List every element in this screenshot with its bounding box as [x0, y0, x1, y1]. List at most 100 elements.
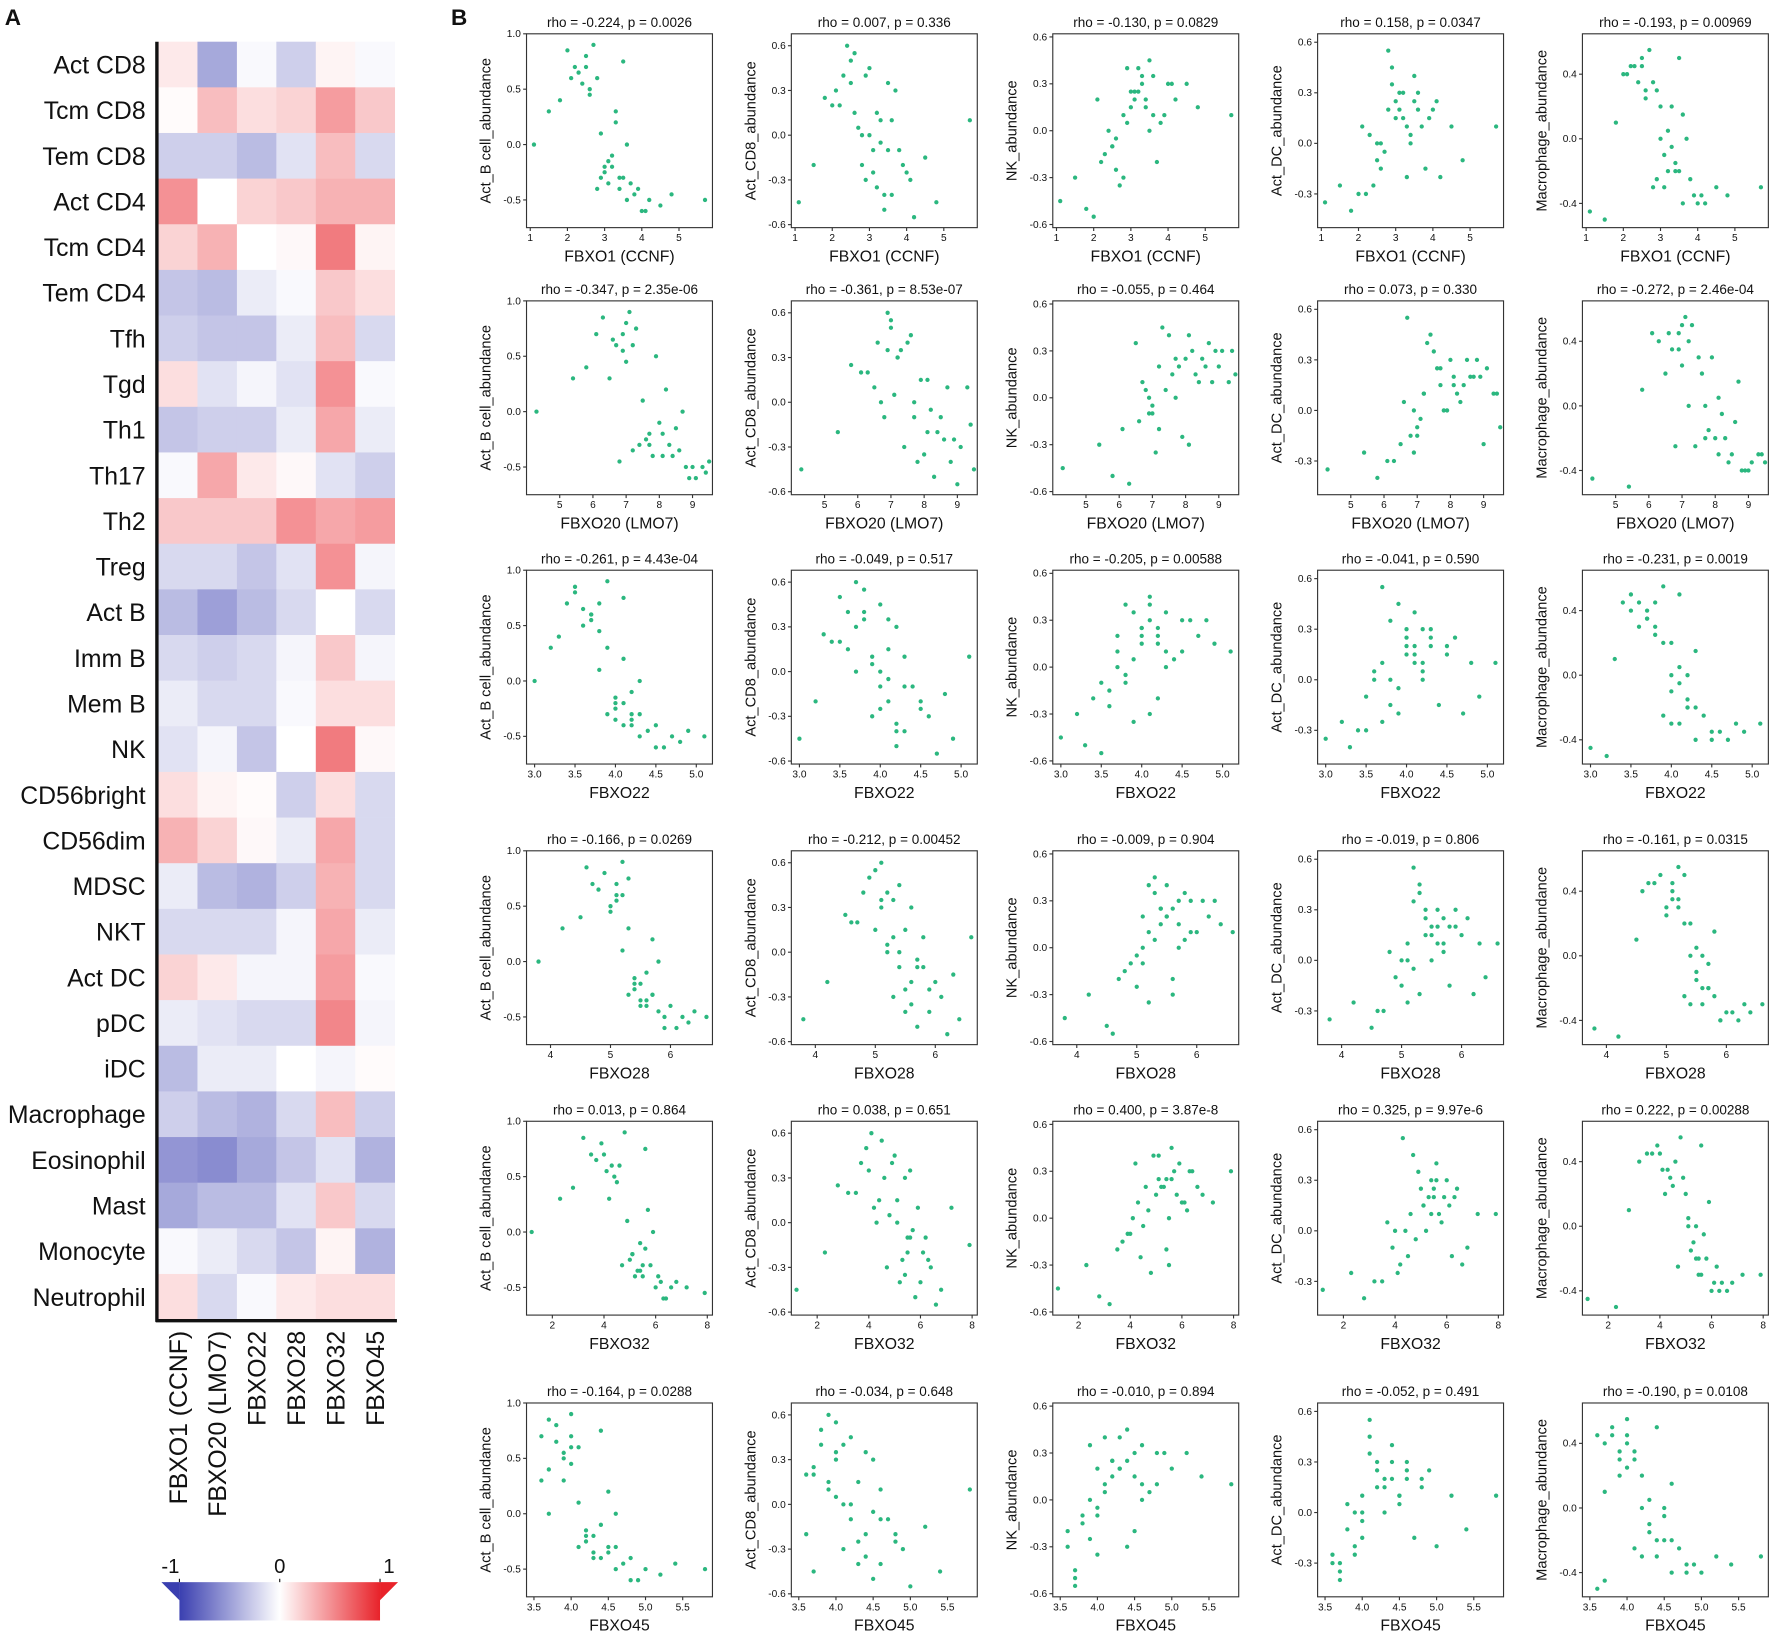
row-label: Act DC [67, 965, 145, 992]
x-tick-label: 6 [1444, 1321, 1450, 1332]
scatter-point [1624, 1433, 1630, 1438]
heatmap-cell [315, 817, 356, 864]
scatter-point [1146, 1208, 1151, 1213]
scatter-point [1704, 1256, 1709, 1261]
scatter-point [1435, 907, 1440, 912]
y-axis-label: Act_DC_abundance [1270, 332, 1286, 463]
heatmap-cell [236, 498, 277, 545]
scatter-point [1393, 115, 1398, 121]
scatter-point [913, 1295, 918, 1300]
scatter-point [1442, 1194, 1447, 1200]
x-tick-label: 5.0 [1480, 770, 1494, 781]
scatter-point [1153, 450, 1158, 455]
scatter-point [1382, 1476, 1387, 1481]
scatter-point [822, 1250, 828, 1255]
x-tick-label: 5.0 [1745, 770, 1759, 781]
scatter-point [674, 1279, 679, 1285]
scatter-point [1110, 1474, 1115, 1479]
scatter-point [1117, 183, 1122, 188]
scatter-point [878, 684, 883, 689]
scatter-point [600, 315, 606, 320]
scatter-point [653, 1285, 658, 1290]
scatter-point [613, 120, 618, 125]
scatter-point [1401, 399, 1407, 405]
scatter-point [569, 1411, 574, 1417]
row-label: Tem CD8 [42, 144, 145, 171]
heatmap-cell [197, 41, 238, 88]
heatmap-cell [276, 954, 317, 1001]
scatter-point [1206, 340, 1211, 346]
scatter-point [656, 959, 661, 964]
scatter-point [871, 1457, 876, 1462]
scatter-point [1404, 643, 1409, 649]
scatter-point [1115, 1247, 1120, 1252]
scatter-point [629, 712, 634, 717]
scatter-point [702, 734, 707, 739]
scatter-point [889, 118, 894, 123]
scatter-point [897, 882, 902, 888]
scatter-point [925, 377, 930, 383]
x-axis-label: FBXO45 [1116, 1618, 1177, 1634]
scatter-point [605, 712, 610, 717]
scatter-point [1176, 922, 1181, 927]
row-label: NKT [96, 920, 146, 947]
scatter-point [853, 579, 859, 585]
scatter-point [1133, 340, 1138, 346]
scatter-point [1229, 112, 1234, 118]
plot-title: rho = 0.222, p = 0.00288 [1601, 1103, 1749, 1118]
scatter-point [1665, 1167, 1670, 1172]
scatter-point [1709, 355, 1715, 360]
scatter-point [1140, 914, 1145, 919]
scatter-point [650, 453, 655, 459]
scatter-point [1686, 403, 1691, 409]
scatter-point [1640, 889, 1645, 894]
y-axis-label: NK_abundance [1005, 1449, 1021, 1550]
scatter-point [1372, 669, 1377, 674]
scatter-point [1095, 1466, 1100, 1471]
scatter-point [643, 1146, 648, 1152]
scatter-point [911, 215, 917, 220]
y-tick-label: 1.0 [507, 846, 521, 857]
scatter-point [1147, 594, 1152, 599]
scatter-point [1423, 166, 1428, 171]
x-tick-label: 3 [867, 233, 873, 244]
scatter-point [609, 1163, 614, 1168]
scatter-point [1351, 1000, 1356, 1005]
scatter-point [833, 1494, 839, 1500]
scatter-point [647, 431, 652, 436]
scatter-point [700, 464, 705, 470]
scatter-point [1680, 201, 1685, 206]
scatter-point [861, 587, 867, 592]
scatter-point [1176, 898, 1181, 903]
scatter-point [1624, 1441, 1630, 1446]
scatter-point [1739, 468, 1744, 473]
y-tick-label: 0.6 [1298, 855, 1312, 866]
scatter-point [967, 1242, 972, 1248]
scatter-point [910, 1227, 915, 1233]
x-tick-label: 5 [608, 1050, 614, 1061]
scatter-point [1162, 1450, 1167, 1456]
scatter-point [1626, 484, 1632, 489]
scatter-point [583, 1533, 589, 1539]
scatter-point [1390, 1245, 1395, 1250]
y-tick-label: -0.4 [1559, 466, 1577, 477]
scatter-point [1420, 677, 1425, 682]
heatmap-cell [158, 498, 198, 545]
scatter-point [1669, 689, 1674, 694]
scatter-point [1087, 1497, 1093, 1503]
scatter-point [1380, 584, 1385, 590]
scatter-point [1453, 924, 1458, 929]
scatter-point [1688, 921, 1693, 926]
scatter-point [1639, 1505, 1645, 1511]
scatter-point [856, 1539, 861, 1544]
y-axis-label: Macrophage_abundance [1534, 317, 1550, 479]
scatter-point [1673, 1159, 1678, 1164]
scatter-point [1699, 1272, 1704, 1277]
heatmap-cell [355, 1273, 396, 1320]
y-tick-label: 0.6 [772, 308, 786, 319]
heatmap-cell [158, 1228, 198, 1275]
scatter-point [1127, 481, 1132, 486]
scatter-point [878, 1517, 883, 1522]
scatter-point [1670, 889, 1675, 894]
scatter-point [833, 1457, 839, 1462]
